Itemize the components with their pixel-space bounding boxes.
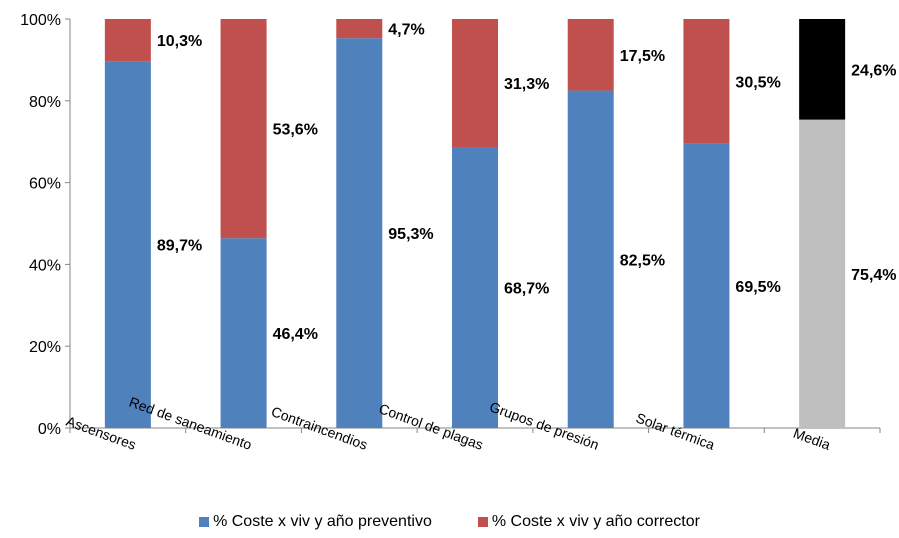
bar-segment-preventivo [220,238,267,428]
data-label-corrector: 10,3% [157,33,202,50]
data-label-preventivo: 82,5% [620,252,665,269]
bar-segment-corrector [220,19,267,239]
bar-segment-corrector [104,19,151,62]
y-tick-label: 20% [29,339,61,356]
legend: % Coste x viv y año preventivo % Coste x… [0,510,899,534]
data-label-corrector: 30,5% [735,74,780,91]
y-tick-label: 100% [20,12,61,29]
bar-segment-preventivo [452,147,498,428]
legend-swatch-corrector [477,517,488,527]
bar-segment-preventivo [683,143,730,428]
data-label-corrector: 4,7% [388,22,424,39]
data-label-preventivo: 46,4% [273,326,318,343]
y-tick-label: 0% [38,421,61,438]
legend-label-corrector: % Coste x viv y año corrector [491,513,700,530]
bar-segment-preventivo [799,119,846,428]
y-tick-label: 40% [29,257,61,274]
category-label: Media [791,425,833,453]
stacked-bar-chart: 0%20%40%60%80%100%89,7%10,3%Ascensores46… [20,12,896,453]
data-label-corrector: 53,6% [273,122,318,139]
legend-swatch-preventivo [199,517,210,527]
bar-segment-preventivo [336,38,383,429]
legend-item-corrector: % Coste x viv y año corrector [477,510,700,534]
data-label-preventivo: 69,5% [735,279,780,296]
bar-segment-corrector [799,19,846,120]
bar-segment-preventivo [567,90,614,428]
data-label-preventivo: 89,7% [157,238,202,255]
data-label-preventivo: 68,7% [504,281,549,298]
bar-segment-corrector [683,19,730,144]
bar-segment-corrector [567,19,614,91]
bar-segment-corrector [452,19,498,148]
data-label-preventivo: 75,4% [851,267,896,284]
bar-segment-corrector [336,19,383,39]
data-label-corrector: 17,5% [620,48,665,65]
data-label-corrector: 31,3% [504,76,549,93]
bar-segment-preventivo [104,61,151,428]
legend-label-preventivo: % Coste x viv y año preventivo [213,513,432,530]
y-tick-label: 60% [29,176,61,193]
y-tick-label: 80% [29,94,61,111]
data-label-corrector: 24,6% [851,62,896,79]
data-label-preventivo: 95,3% [388,226,433,243]
legend-item-preventivo: % Coste x viv y año preventivo [199,510,432,534]
